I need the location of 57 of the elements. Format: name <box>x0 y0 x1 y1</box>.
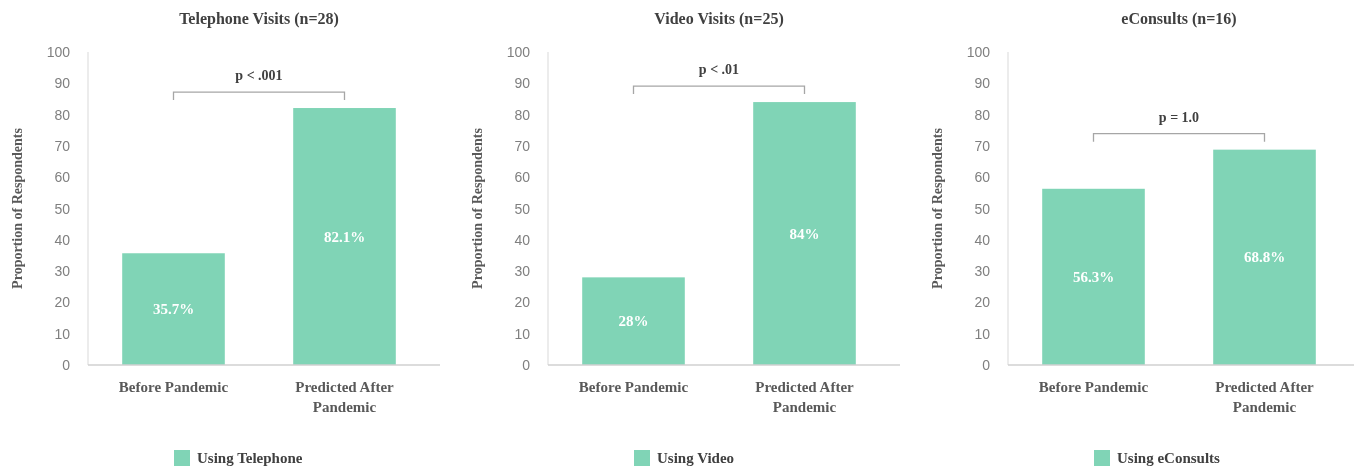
y-axis-title: Proportion of Respondents <box>10 127 25 289</box>
y-tick-label: 0 <box>62 357 71 373</box>
y-tick-label: 70 <box>514 137 531 154</box>
x-tick-label: Before Pandemic <box>118 379 229 395</box>
annotation: p < .001 <box>235 68 283 84</box>
y-tick-label: 20 <box>974 294 991 311</box>
y-tick-label: 80 <box>54 106 71 123</box>
annotation: p = 1.0 <box>1158 109 1200 125</box>
y-tick-label: 70 <box>54 137 71 154</box>
data-label: 35.7% <box>152 301 195 318</box>
y-tick-label: 20 <box>514 294 531 311</box>
y-tick-label: 90 <box>514 75 531 92</box>
y-tick-label: 50 <box>514 200 531 217</box>
data-label: 56.3% <box>1072 268 1115 285</box>
y-tick-label: 80 <box>974 106 991 123</box>
y-tick-label: 30 <box>514 263 531 280</box>
y-axis-title: Proportion of Respondents <box>470 127 485 289</box>
y-tick-label: 20 <box>54 294 71 311</box>
chart-title: eConsults (n=16) <box>1121 10 1237 28</box>
data-label: 84% <box>789 225 820 242</box>
x-tick-label: Before Pandemic <box>1038 379 1149 395</box>
legend-label: Using eConsults <box>1117 450 1221 466</box>
y-axis-title: Proportion of Respondents <box>930 127 945 289</box>
y-tick-label: 60 <box>514 169 531 186</box>
y-tick-label: 40 <box>54 231 71 248</box>
legend-label: Using Video <box>657 450 735 466</box>
y-tick-label: 50 <box>974 200 991 217</box>
data-label: 28% <box>618 313 649 330</box>
x-tick-label: Predicted After Pandemic <box>1215 379 1315 415</box>
y-tick-label: 90 <box>54 75 71 92</box>
y-tick-label: 70 <box>974 137 991 154</box>
data-label: 68.8% <box>1243 249 1286 266</box>
chart-title: Video Visits (n=25) <box>654 10 784 28</box>
x-tick-label: Predicted After Pandemic <box>755 379 855 415</box>
y-tick-label: 40 <box>514 231 531 248</box>
x-tick-label: Predicted After Pandemic <box>295 379 395 415</box>
y-tick-label: 0 <box>982 357 991 373</box>
legend-label: Using Telephone <box>197 450 303 466</box>
x-tick-label: Before Pandemic <box>578 379 689 395</box>
y-tick-label: 100 <box>966 44 991 60</box>
y-tick-label: 60 <box>54 169 71 186</box>
y-tick-label: 40 <box>974 231 991 248</box>
y-tick-label: 100 <box>506 44 531 60</box>
y-tick-label: 0 <box>522 357 531 373</box>
y-tick-label: 50 <box>54 200 71 217</box>
chart-title: Telephone Visits (n=28) <box>179 10 339 28</box>
y-tick-label: 90 <box>974 75 991 92</box>
annotation: p < .01 <box>698 62 740 78</box>
y-tick-label: 30 <box>54 263 71 280</box>
y-tick-label: 10 <box>54 325 71 342</box>
y-tick-label: 10 <box>974 325 991 342</box>
y-tick-label: 60 <box>974 169 991 186</box>
y-tick-label: 100 <box>46 44 71 60</box>
y-tick-label: 80 <box>514 106 531 123</box>
y-tick-label: 10 <box>514 325 531 342</box>
data-label: 82.1% <box>323 228 366 245</box>
y-tick-label: 30 <box>974 263 991 280</box>
